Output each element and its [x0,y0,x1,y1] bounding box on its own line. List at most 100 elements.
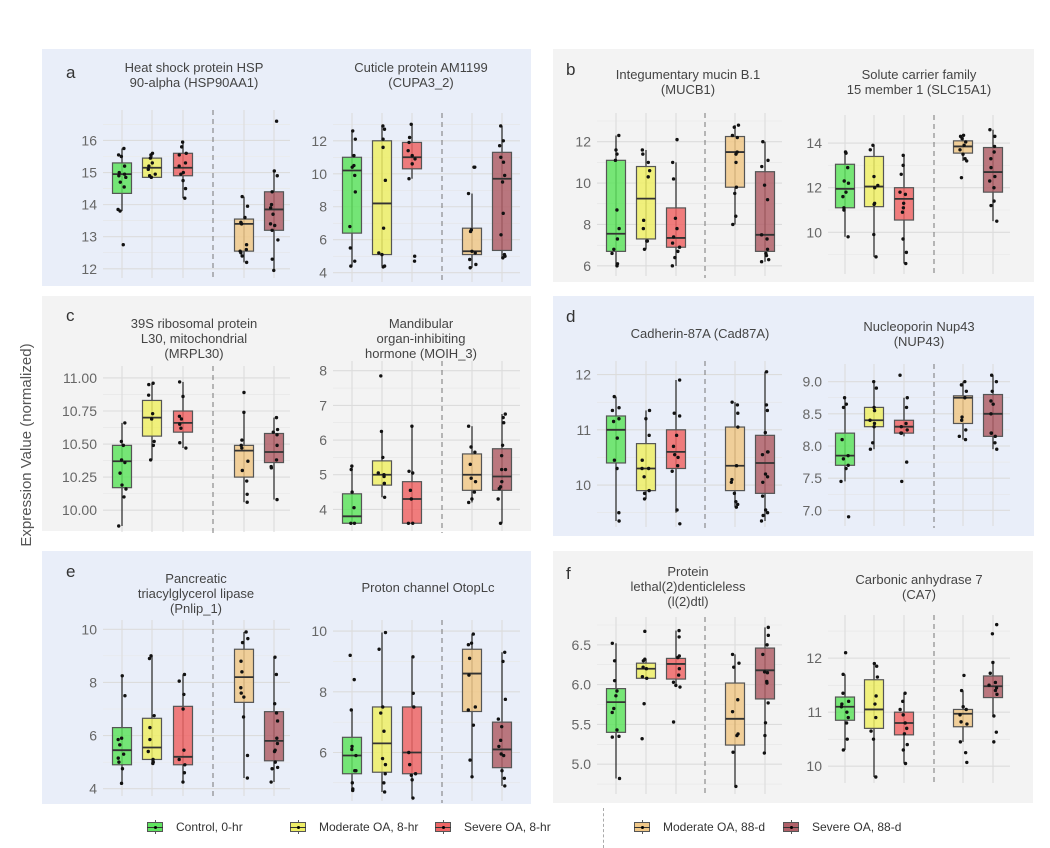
box-group-5 [982,622,1004,744]
data-point [275,497,279,502]
box [401,481,423,524]
data-point [353,173,357,178]
subplot-title: Mandibular organ-inhibiting hormone (MOIH_… [365,316,477,361]
data-point [615,152,619,156]
data-point [470,249,474,253]
box-group-5 [263,415,285,502]
data-point [270,767,274,771]
data-point [239,222,244,226]
y-tick-label: 6 [319,232,327,248]
box [665,657,687,680]
data-point [617,226,621,231]
data-point [963,437,968,442]
legend-label: Severe OA, 8-hr [464,820,551,834]
data-point [466,500,471,505]
y-tick-label: 10 [806,758,822,774]
data-point [273,223,277,228]
subplot-a-right: Cuticle protein AM1199 (CUPA3_2) 4 6 8 10 12 [311,60,520,284]
data-point [380,756,385,761]
data-point [612,247,616,252]
data-point [765,681,769,685]
data-point [615,208,619,212]
data-point [122,172,127,176]
data-point [240,254,244,258]
data-point [501,139,506,143]
box-group-3 [893,691,915,766]
data-point [472,165,476,169]
data-point [153,172,157,176]
data-point [670,241,675,245]
data-point [839,705,844,709]
data-point [503,650,507,654]
data-point [675,464,680,468]
y-tick-label: 10 [575,175,591,191]
data-point [962,673,966,678]
data-point [348,246,353,250]
data-point [411,521,415,525]
y-tick-label: 8 [89,674,97,690]
data-point [501,211,505,216]
data-point [641,226,646,231]
data-point [381,226,386,230]
data-point [469,445,473,449]
data-point [846,699,851,704]
data-point [243,215,247,220]
data-point [407,469,411,473]
data-point [766,257,771,262]
y-tick-label: 4 [319,265,327,281]
data-point [734,160,738,165]
box [754,171,776,252]
data-point [763,472,768,476]
data-point [868,418,872,422]
data-point [349,521,353,525]
y-tick-label: 12 [311,133,327,149]
data-point [763,721,768,725]
box-group-1 [341,129,363,268]
data-point [904,405,909,410]
data-point [500,479,504,484]
box [605,688,627,733]
data-point [119,781,124,786]
data-point [992,150,996,154]
subplot-b-left: Integumentary mucin B.1 (MUCB1) 6 8 10 12 [575,67,782,278]
data-point [846,181,851,185]
data-point [872,232,876,237]
data-point [844,466,848,471]
y-tick-label: 8 [319,363,327,379]
data-point [117,524,121,528]
panel-letter: b [566,60,576,79]
legend-item: Control, 0-hr [146,820,243,834]
box [834,696,856,721]
box [605,159,627,252]
box-group-3 [401,122,423,263]
data-point [502,173,507,178]
data-point [731,222,735,227]
y-tick-label: 12 [575,367,591,383]
data-point [989,373,994,377]
data-point [240,468,245,473]
box-group-5 [491,412,513,525]
legend-swatch [146,820,164,834]
data-point [904,250,909,255]
data-point [677,245,682,249]
box [491,721,513,769]
data-point [615,728,619,732]
title-line: (CUPA3_2) [388,75,454,90]
data-point [350,464,354,468]
subplot-title: Solute carrier family 15 member 1 (SLC15A… [847,67,992,97]
data-point [647,433,651,438]
data-point [990,389,994,394]
data-point [245,204,250,208]
data-point [411,691,415,695]
data-point [670,469,674,473]
data-point [498,521,503,525]
box [111,162,133,194]
subplot-title: Carbonic anhydrase 7 (CA7) [855,572,982,602]
data-point [271,212,275,216]
data-point [409,122,413,126]
data-point [382,729,386,733]
box [263,711,285,762]
data-point [959,175,964,180]
data-point [905,396,909,400]
y-tick-label: 10.00 [62,502,97,518]
